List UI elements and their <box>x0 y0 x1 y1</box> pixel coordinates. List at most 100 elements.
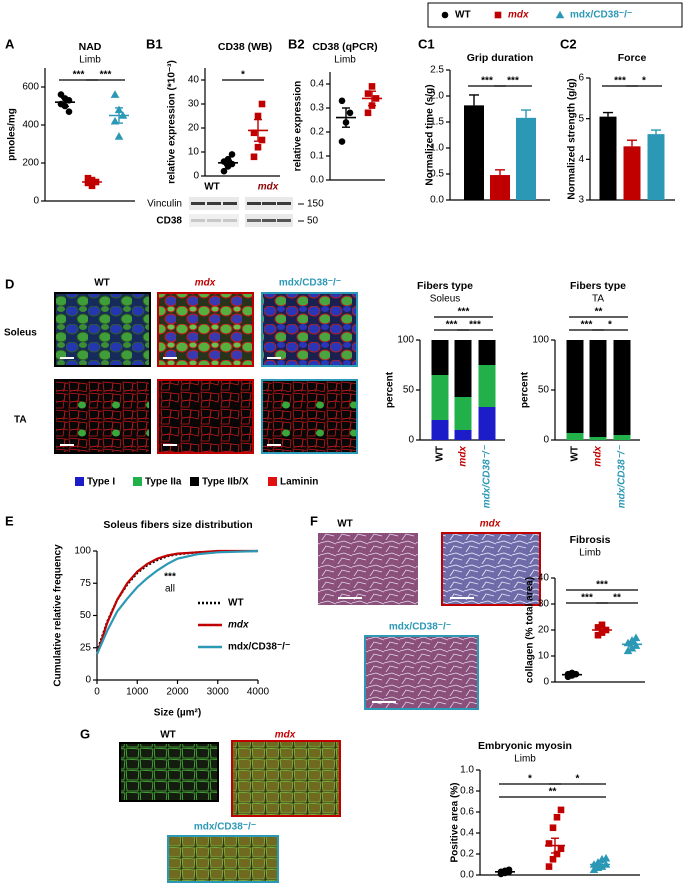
x-tick-label: mdx <box>458 446 469 467</box>
x-tick-label: mdx <box>593 446 604 467</box>
y-tick-label: 5 <box>578 113 584 124</box>
significance-label: *** <box>596 580 608 591</box>
data-point <box>346 109 354 117</box>
data-point <box>84 174 92 182</box>
significance-label: * <box>576 774 580 785</box>
legend-box <box>427 2 683 28</box>
panel-label: C2 <box>560 36 577 51</box>
y-tick-label: 0.5 <box>430 169 444 180</box>
panel-label: D <box>5 276 14 291</box>
legend-swatch <box>133 477 142 486</box>
annotation: *** <box>164 572 176 583</box>
bar <box>490 175 510 200</box>
y-axis-label: pmoles/mg <box>7 108 18 161</box>
data-point <box>589 865 599 874</box>
micrograph <box>231 740 341 817</box>
significance-label: *** <box>100 70 112 81</box>
y-tick-label: 20 <box>538 625 550 636</box>
micrograph <box>167 835 279 883</box>
image-title: mdx <box>275 730 296 741</box>
annotation: all <box>165 584 175 595</box>
data-point <box>110 90 120 98</box>
micrograph <box>119 742 219 802</box>
legend-label: mdx <box>228 620 249 631</box>
bar <box>647 134 665 200</box>
data-point <box>601 853 611 862</box>
significance-label: * <box>528 774 532 785</box>
bar <box>464 105 484 200</box>
y-tick-label: 600 <box>22 82 39 93</box>
data-point <box>545 863 553 870</box>
row-label: TA <box>14 415 27 426</box>
bar-segment <box>478 365 496 407</box>
y-tick-label: 75 <box>80 578 92 589</box>
y-tick-label: 2.0 <box>430 91 444 102</box>
y-tick-label: 4 <box>578 154 584 165</box>
data-point <box>250 153 258 161</box>
data-point <box>594 631 602 639</box>
significance-label: * <box>642 76 646 87</box>
data-point <box>627 643 637 652</box>
blot-group: mdx <box>258 182 279 193</box>
y-tick-label: 30 <box>538 599 550 610</box>
data-point <box>549 855 557 863</box>
y-tick-label: 0.2 <box>310 127 324 138</box>
panel-label: G <box>80 726 90 741</box>
y-axis-label: percent <box>520 371 531 408</box>
significance-label: ** <box>549 787 557 798</box>
micrograph <box>318 533 418 605</box>
bar-segment <box>566 433 584 440</box>
x-tick-label: WT <box>570 446 581 462</box>
bar-segment <box>566 340 584 433</box>
y-axis-label: Positive area (%) <box>450 782 461 862</box>
data-point <box>228 151 236 158</box>
significance-label: *** <box>446 320 458 331</box>
image-title: WT <box>160 730 176 741</box>
data-point <box>598 621 606 629</box>
legend-label: WT <box>455 10 471 21</box>
y-tick-label: 50 <box>538 385 550 396</box>
data-point <box>553 813 561 821</box>
y-tick-label: 20 <box>188 123 200 134</box>
legend-marker <box>441 11 449 19</box>
panel-label: C1 <box>418 36 435 51</box>
bar-segment <box>454 340 472 397</box>
data-point <box>88 182 96 190</box>
significance-label: *** <box>469 320 481 331</box>
data-point <box>338 138 346 145</box>
data-point <box>258 100 266 108</box>
data-point <box>623 646 633 655</box>
significance-label: ** <box>595 307 603 318</box>
panel-label: B1 <box>146 36 163 51</box>
y-tick-label: 40 <box>188 75 200 86</box>
significance-label: *** <box>581 593 593 604</box>
line-series <box>95 549 259 655</box>
panel-label: A <box>5 36 15 51</box>
bar-segment <box>454 397 472 430</box>
y-tick-label: 2.5 <box>430 65 444 76</box>
y-axis-label: collagen (% total area) <box>525 577 536 683</box>
legend-swatch <box>75 477 84 486</box>
x-tick-label: 2000 <box>166 687 189 698</box>
y-tick-label: 0.0 <box>430 195 444 206</box>
bar-segment <box>478 340 496 365</box>
y-tick-label: 0.0 <box>310 175 324 186</box>
y-tick-label: 0.6 <box>460 807 474 818</box>
micrograph <box>157 379 254 454</box>
significance-label: * <box>608 320 612 331</box>
micrograph <box>157 292 254 367</box>
y-tick-label: 50 <box>403 385 415 396</box>
bar <box>623 146 641 200</box>
y-tick-label: 400 <box>22 120 39 131</box>
y-tick-label: 10 <box>538 651 550 662</box>
panel-label: B2 <box>288 36 305 51</box>
data-point <box>553 850 561 858</box>
y-tick-label: 0.4 <box>460 828 474 839</box>
micrograph <box>364 635 479 710</box>
legend-marker <box>555 10 565 19</box>
data-point <box>65 108 73 115</box>
y-tick-label: 0 <box>193 171 199 182</box>
significance-label: *** <box>614 76 626 87</box>
y-tick-label: 1.0 <box>430 143 444 154</box>
micrograph <box>54 292 151 367</box>
